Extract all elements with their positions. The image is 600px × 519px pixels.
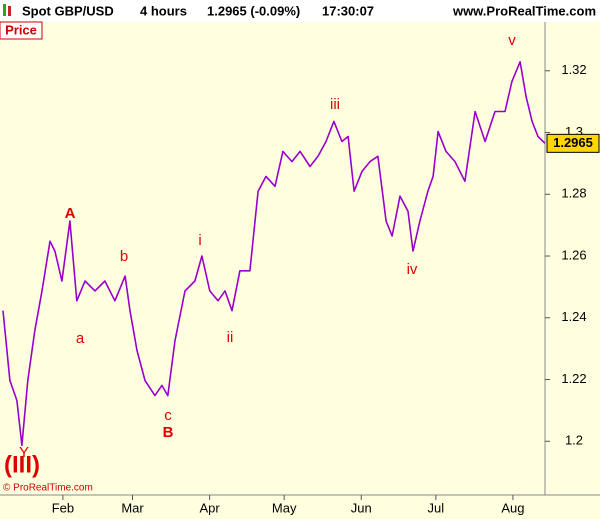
wave-label: a — [76, 330, 85, 347]
y-tick-label: 1.22 — [561, 371, 586, 386]
wave-label: iii — [330, 96, 340, 113]
x-tick-label: Apr — [199, 500, 220, 515]
header-bar — [0, 0, 600, 22]
wave-label: c — [164, 407, 172, 424]
x-tick-label: Aug — [501, 500, 524, 515]
wave-label: iv — [407, 261, 418, 278]
wave-label: ii — [227, 329, 234, 346]
wave-label: Y — [19, 444, 29, 461]
panel-label: Price — [5, 22, 37, 37]
y-tick-label: 1.28 — [561, 186, 586, 201]
x-tick-label: Feb — [52, 500, 74, 515]
quote: 1.2965 (-0.09%) — [207, 3, 300, 18]
wave-label: B — [163, 424, 174, 441]
copyright: © ProRealTime.com — [3, 483, 93, 494]
y-tick-label: 1.2 — [565, 433, 583, 448]
wave-label: i — [198, 232, 201, 249]
x-tick-label: Jun — [351, 500, 372, 515]
x-tick-label: Jul — [428, 500, 445, 515]
wave-label: A — [65, 205, 76, 222]
x-tick-label: May — [272, 500, 297, 515]
icon — [8, 6, 11, 16]
x-tick-label: Mar — [121, 500, 144, 515]
wave-label: b — [120, 248, 128, 265]
icon — [3, 4, 6, 16]
y-tick-label: 1.24 — [561, 309, 586, 324]
last-price-label: 1.2965 — [553, 135, 593, 150]
symbol: Spot GBP/USD — [22, 3, 114, 18]
y-axis-area — [545, 22, 600, 519]
site: www.ProRealTime.com — [452, 3, 596, 18]
wave-label: (III) — [4, 451, 40, 478]
y-tick-label: 1.26 — [561, 247, 586, 262]
price-line — [2, 61, 546, 447]
last-price-box — [546, 133, 600, 153]
panel-label-box — [0, 21, 43, 40]
timeframe: 4 hours — [140, 3, 187, 18]
wave-label: v — [508, 32, 516, 49]
y-tick-label: 1.32 — [561, 62, 586, 77]
time: 17:30:07 — [322, 3, 374, 18]
